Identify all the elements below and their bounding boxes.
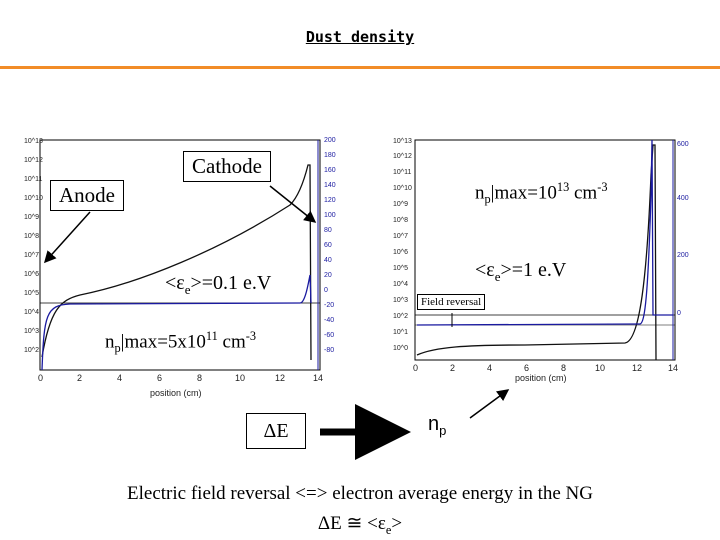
right-y-tick: 10^12 (393, 153, 412, 160)
left-y-tick: 10^5 (24, 290, 39, 297)
right-energy-label: <εe>=1 e.V (475, 259, 567, 285)
right-x-tick: 14 (668, 363, 679, 373)
cathode-label: Cathode (183, 151, 271, 182)
delta-e-box: ΔE (246, 413, 306, 449)
left-x-label: position (cm) (150, 388, 202, 398)
right-x-tick: 8 (561, 363, 567, 373)
left-right-tick: 40 (324, 257, 332, 264)
left-right-tick: 140 (324, 182, 336, 189)
right-right-tick: 200 (677, 252, 689, 259)
left-energy-label: <εe>=0.1 e.V (165, 272, 272, 298)
left-y-tick: 10^9 (24, 214, 39, 221)
left-right-tick: -40 (324, 317, 335, 324)
left-y-tick: 10^11 (24, 176, 43, 183)
right-y-tick: 10^11 (393, 169, 412, 176)
left-y-tick: 10^7 (24, 252, 39, 259)
left-plot-svg (39, 139, 321, 371)
right-x-tick: 6 (524, 363, 530, 373)
page-title: Dust density (305, 28, 415, 46)
right-field-curve (416, 139, 673, 326)
right-y-tick: 10^10 (393, 185, 412, 192)
left-np-label: np|max=5x1011 cm-3 (105, 329, 257, 357)
left-right-tick: 80 (324, 227, 332, 234)
left-x-tick: 14 (313, 373, 324, 383)
left-plot-frame (39, 139, 321, 371)
left-plot: 10^13 10^12 10^11 10^10 10^9 10^8 10^7 1… (20, 135, 360, 410)
right-plot-svg (414, 139, 676, 361)
left-x-tick: 6 (157, 373, 163, 383)
np-text: np (428, 413, 447, 438)
right-y-tick: 10^0 (393, 345, 408, 352)
right-x-tick: 12 (632, 363, 643, 373)
left-y-tick: 10^8 (24, 233, 39, 240)
left-y-tick: 10^10 (24, 195, 43, 202)
left-right-tick: 200 (324, 137, 336, 144)
right-y-tick: 10^8 (393, 217, 408, 224)
left-y-tick: 10^6 (24, 271, 39, 278)
right-x-tick: 10 (595, 363, 606, 373)
footer-line-1: Electric field reversal <=> electron ave… (127, 483, 593, 504)
right-plot: 10^13 10^12 10^11 10^10 10^9 10^8 10^7 1… (385, 135, 705, 385)
left-y-tick: 10^4 (24, 309, 39, 316)
right-right-tick: 400 (677, 195, 689, 202)
left-x-tick: 4 (117, 373, 123, 383)
left-right-tick: -60 (324, 332, 335, 339)
right-y-tick: 10^3 (393, 297, 408, 304)
right-plot-frame (414, 139, 676, 361)
left-y-tick: 10^3 (24, 328, 39, 335)
left-x-tick: 0 (38, 373, 44, 383)
left-x-tick: 10 (235, 373, 246, 383)
right-x-label: position (cm) (515, 373, 567, 383)
left-x-tick: 8 (197, 373, 203, 383)
right-density-curve (416, 144, 657, 361)
left-right-tick: 120 (324, 197, 336, 204)
right-y-tick: 10^4 (393, 281, 408, 288)
left-y-tick: 10^13 (24, 138, 43, 145)
right-x-tick: 0 (413, 363, 419, 373)
right-y-tick: 10^1 (393, 329, 408, 336)
left-right-tick: 0 (324, 287, 328, 294)
left-right-tick: -20 (324, 302, 335, 309)
right-right-tick: 600 (677, 141, 689, 148)
left-x-tick: 12 (275, 373, 286, 383)
footer-line-2: ΔE ≅ <εe> (317, 513, 403, 537)
left-right-tick: 180 (324, 152, 336, 159)
right-np-label: np|max=1013 cm-3 (475, 180, 608, 208)
right-y-tick: 10^13 (393, 138, 412, 145)
left-right-tick: -80 (324, 347, 335, 354)
right-y-tick: 10^2 (393, 313, 408, 320)
left-x-tick: 2 (77, 373, 83, 383)
right-y-tick: 10^7 (393, 233, 408, 240)
np-arrow (469, 389, 510, 419)
left-y-tick: 10^2 (24, 347, 39, 354)
left-right-tick: 100 (324, 212, 336, 219)
left-field-curve (41, 274, 312, 371)
left-right-tick: 160 (324, 167, 336, 174)
right-right-tick: 0 (677, 310, 681, 317)
title-rule (0, 66, 720, 69)
left-y-tick: 10^12 (24, 157, 43, 164)
field-reversal-label: Field reversal (417, 294, 486, 310)
right-y-tick: 10^6 (393, 249, 408, 256)
right-x-tick: 2 (450, 363, 456, 373)
left-right-tick: 20 (324, 272, 332, 279)
left-right-tick: 60 (324, 242, 332, 249)
right-y-tick: 10^9 (393, 201, 408, 208)
anode-label: Anode (50, 180, 124, 211)
right-y-tick: 10^5 (393, 265, 408, 272)
right-x-tick: 4 (487, 363, 493, 373)
